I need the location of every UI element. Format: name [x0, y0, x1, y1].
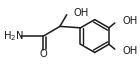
Text: OH: OH	[122, 16, 138, 26]
Text: O: O	[40, 49, 47, 59]
Text: H$_2$N: H$_2$N	[3, 29, 24, 43]
Text: OH: OH	[74, 8, 89, 18]
Text: OH: OH	[122, 46, 138, 56]
